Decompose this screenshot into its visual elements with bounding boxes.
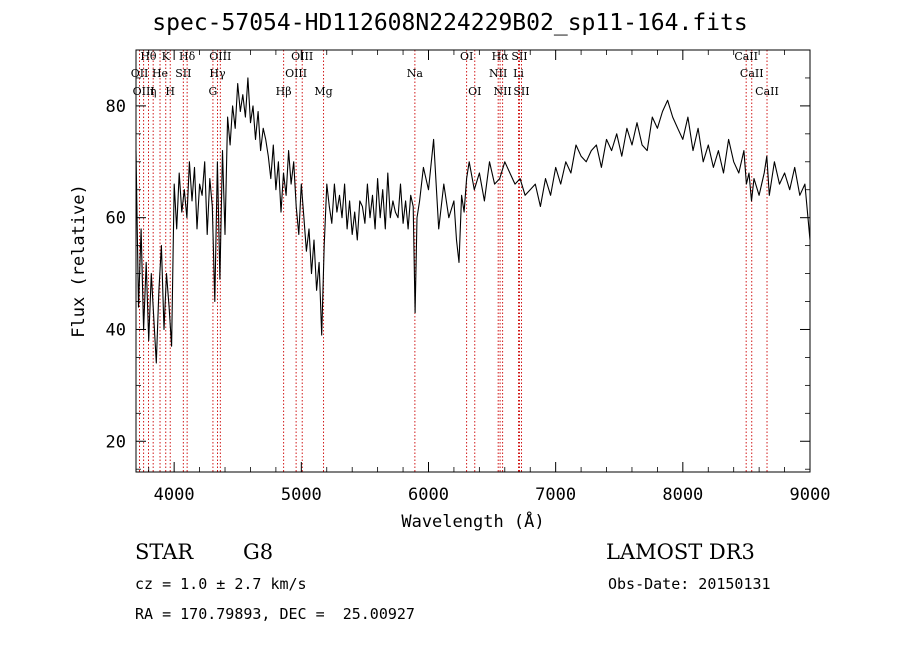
y-tick-label: 60 xyxy=(106,209,126,229)
line-marker-label: OI xyxy=(460,50,473,63)
line-marker-label: He xyxy=(152,67,168,80)
x-tick-label: 9000 xyxy=(790,485,831,505)
line-marker-label: OIII xyxy=(133,85,155,98)
x-tick-label: 7000 xyxy=(535,485,576,505)
y-tick-label: 20 xyxy=(106,432,126,452)
line-marker-label: NII xyxy=(489,67,507,80)
y-tick-label: 40 xyxy=(106,320,126,340)
x-tick-label: 5000 xyxy=(281,485,322,505)
chart-title: spec-57054-HD112608N224229B02_sp11-164.f… xyxy=(152,10,748,36)
line-marker-label: CaII xyxy=(734,50,758,63)
line-marker-label: K xyxy=(162,50,171,63)
line-marker-label: Mg xyxy=(314,85,332,98)
line-marker-label: SII xyxy=(513,85,529,98)
line-marker-label: OIII xyxy=(209,50,231,63)
x-tick-label: 4000 xyxy=(154,485,195,505)
line-marker-label: SII xyxy=(511,50,527,63)
line-marker-label: Hα xyxy=(492,50,510,63)
line-marker-label: G xyxy=(209,85,218,98)
spectrum-line xyxy=(135,77,811,364)
line-marker-label: NII xyxy=(493,85,511,98)
x-tick-label: 6000 xyxy=(408,485,449,505)
coordinates-readout: RA = 170.79893, DEC = 25.00927 xyxy=(135,605,415,623)
y-axis-label: Flux (relative) xyxy=(69,184,89,338)
survey-label: LAMOST DR3 xyxy=(606,540,755,564)
redshift-readout: cz = 1.0 ± 2.7 km/s xyxy=(135,575,307,593)
line-marker-label: Hβ xyxy=(276,85,292,98)
line-marker-label: CaII xyxy=(740,67,764,80)
line-marker-label: H xyxy=(165,85,175,98)
line-marker-label: Li xyxy=(513,67,524,80)
line-marker-label: OIII xyxy=(285,67,307,80)
line-marker-label: OI xyxy=(468,85,481,98)
object-subclass: G8 xyxy=(243,540,274,564)
object-class: STAR xyxy=(135,540,194,564)
line-marker-label: OIII xyxy=(291,50,313,63)
line-marker-label: η xyxy=(150,85,157,98)
x-axis-label: Wavelength (Å) xyxy=(401,510,544,532)
line-marker-label: Na xyxy=(407,67,424,80)
observation-date: Obs-Date: 20150131 xyxy=(608,575,771,593)
plot-frame xyxy=(135,49,811,473)
y-tick-label: 80 xyxy=(106,97,126,117)
line-marker-label: CaII xyxy=(755,85,779,98)
line-marker-label: Hδ xyxy=(179,50,196,63)
line-marker-label: SII xyxy=(175,67,191,80)
line-marker-label: OII xyxy=(131,67,149,80)
line-marker-label: Hγ xyxy=(209,67,226,80)
x-tick-label: 8000 xyxy=(662,485,703,505)
line-marker-label: Hθ xyxy=(140,50,157,63)
